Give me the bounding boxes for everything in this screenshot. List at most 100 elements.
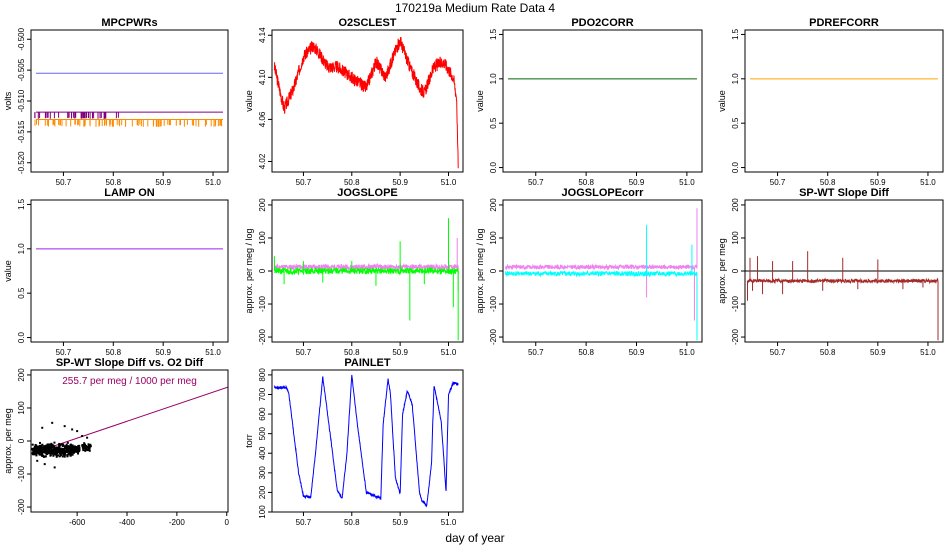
scatter-point xyxy=(41,453,44,456)
scatter-point xyxy=(55,453,58,456)
x-tick-label: 50.8 xyxy=(106,178,122,187)
frame xyxy=(744,29,944,173)
scatter-point xyxy=(65,446,68,449)
scatter-point xyxy=(38,453,41,456)
plot-area-painlet xyxy=(273,374,459,508)
panel-mpcpwrs: MPCPWRs 50.7 50.8 50.9 51.0 -0.500 -0.505 -0.51… xyxy=(3,17,229,187)
x-tick-label: -600 xyxy=(69,518,86,527)
y-tick-label: -200 xyxy=(258,328,267,345)
x-tick-label: 50.7 xyxy=(770,348,786,357)
y-tick-label: 4.14 xyxy=(258,27,267,43)
scatter-point xyxy=(45,450,48,453)
x-tick-label: 50.7 xyxy=(296,518,312,527)
scatter-point xyxy=(48,443,51,446)
scatter-point xyxy=(43,463,46,466)
scatter-point xyxy=(43,451,46,454)
scatter-point xyxy=(36,447,39,450)
scatter-point xyxy=(52,454,55,457)
scatter-point xyxy=(67,452,70,455)
scatter-point xyxy=(69,454,72,457)
panel-title: PAINLET xyxy=(344,357,391,369)
scatter-point xyxy=(46,452,49,455)
scatter-point xyxy=(57,446,60,449)
scatter-point xyxy=(71,449,74,452)
y-axis-label: value xyxy=(717,90,727,112)
series-painlet-0 xyxy=(273,374,459,508)
y-axis-label: value xyxy=(3,260,13,282)
scatter-point xyxy=(42,448,45,451)
scatter-point xyxy=(84,448,87,451)
y-tick-label: 200 xyxy=(489,198,498,212)
scatter-point xyxy=(66,447,69,450)
x-tick-label: 50.9 xyxy=(392,178,408,187)
scatter-point xyxy=(89,443,92,446)
x-tick-label: 50.9 xyxy=(629,348,645,357)
scatter-point xyxy=(55,455,58,458)
scatter-point xyxy=(46,449,49,452)
y-tick-label: 100 xyxy=(17,401,26,415)
y-tick-label: 1.0 xyxy=(17,243,26,255)
y-tick-label: -0.510 xyxy=(17,89,26,112)
panel-title: LAMP ON xyxy=(104,187,155,199)
scatter-point xyxy=(58,442,61,445)
panel-spwtvso2: SP-WT Slope Diff vs. O2 Diff -600 -400 -200… xyxy=(3,357,230,527)
x-tick-label: 50.7 xyxy=(56,178,72,187)
scatter-point xyxy=(71,450,74,453)
scatter-point xyxy=(75,447,78,450)
scatter-point xyxy=(71,444,74,447)
panel-title: O2SCLEST xyxy=(338,17,396,29)
panel-lampon: LAMP ON 50.7 50.8 50.9 51.0 0.0 0.5 1.0 1.5 value xyxy=(3,187,229,357)
y-tick-label: 1.5 xyxy=(489,28,498,40)
x-tick-label: 50.9 xyxy=(392,518,408,527)
scatter-point xyxy=(50,445,53,448)
x-tick-label: 51.0 xyxy=(920,348,936,357)
frame xyxy=(502,29,703,173)
scatter-point xyxy=(82,449,85,452)
scatter-point xyxy=(59,443,62,446)
scatter-point xyxy=(53,466,56,469)
scatter-point xyxy=(53,446,56,449)
series-jogslopecorr-0 xyxy=(505,263,698,271)
figure-title: 170219a Medium Rate Data 4 xyxy=(394,1,556,15)
x-tick-label: 50.8 xyxy=(344,348,360,357)
scatter-point xyxy=(52,451,55,454)
scatter-point xyxy=(61,450,64,453)
x-tick-label: 51.0 xyxy=(441,518,457,527)
y-tick-label: -0.505 xyxy=(17,58,26,81)
scatter-point xyxy=(89,445,92,448)
scatter-point xyxy=(52,452,55,455)
scatter-point xyxy=(81,444,84,447)
y-tick-label: -100 xyxy=(731,295,740,312)
scatter-point xyxy=(62,443,65,446)
panel-title: JOGSLOPEcorr xyxy=(562,187,645,199)
scatter-point xyxy=(41,443,44,446)
scatter-point xyxy=(56,450,59,453)
scatter-point xyxy=(76,448,79,451)
scatter-point xyxy=(59,444,62,447)
scatter-point xyxy=(59,454,62,457)
y-tick-label: 0 xyxy=(17,438,26,443)
scatter-point xyxy=(66,455,69,458)
scatter-point xyxy=(36,459,39,462)
y-axis-label: approx. per meg / log xyxy=(475,228,485,313)
scatter-point xyxy=(40,448,43,451)
scatter-point xyxy=(55,449,58,452)
y-axis-label: value xyxy=(475,90,485,112)
y-tick-label: 1.5 xyxy=(17,198,26,210)
y-tick-label: 200 xyxy=(17,368,26,382)
scatter-point xyxy=(39,447,42,450)
scatter-point xyxy=(78,446,81,449)
y-tick-label: -200 xyxy=(17,498,26,515)
scatter-point xyxy=(70,446,73,449)
x-tick-label: 50.7 xyxy=(528,178,544,187)
scatter-point xyxy=(60,450,63,453)
scatter-point xyxy=(71,453,74,456)
scatter-point xyxy=(36,445,39,448)
x-tick-label: 50.8 xyxy=(820,178,836,187)
scatter-point xyxy=(50,451,53,454)
scatter-point xyxy=(34,447,37,450)
scatter-point xyxy=(66,441,69,444)
x-tick-label: 51.0 xyxy=(920,178,936,187)
scatter-point xyxy=(47,446,50,449)
